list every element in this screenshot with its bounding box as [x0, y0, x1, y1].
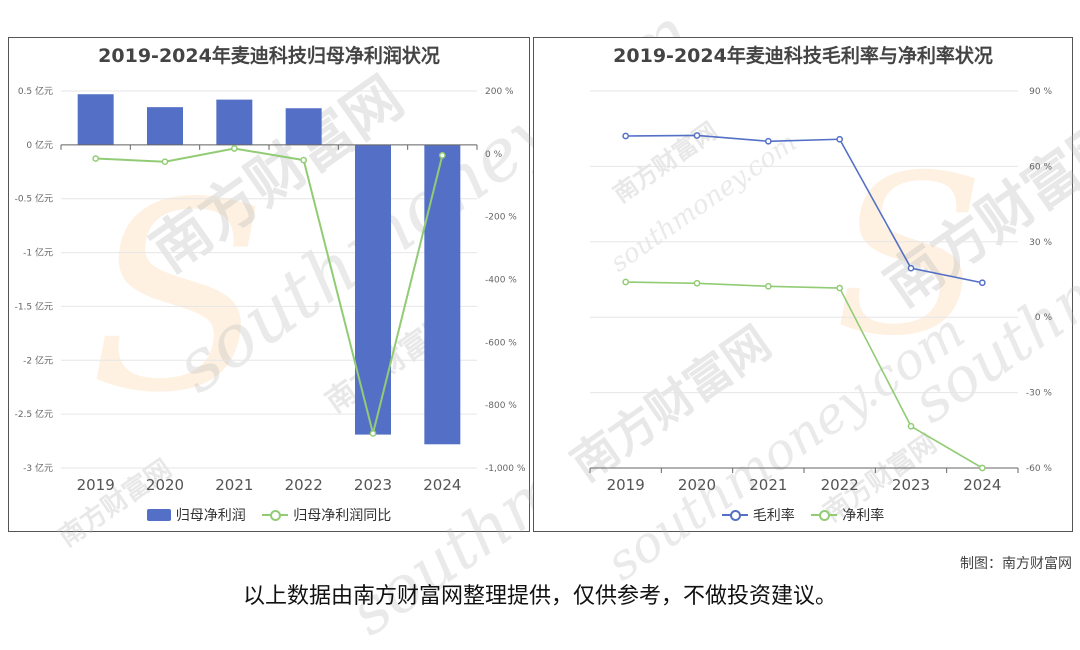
- y-tick-label: -1.5 亿元: [15, 300, 53, 312]
- y2-tick-label: -800 %: [485, 401, 517, 411]
- y-tick-label: -1 亿元: [23, 247, 53, 259]
- margin-chart-panel: 南方财富网 southmoney.com S 南方财富网 southmoney.…: [533, 37, 1080, 592]
- x-tick-label: 2019: [607, 476, 645, 494]
- yoy-point: [300, 156, 308, 164]
- bar: [147, 107, 183, 145]
- line-swatch-icon: [262, 509, 289, 521]
- y2-tick-label: -1,000 %: [485, 464, 526, 474]
- y-tick-label: 60 %: [1029, 162, 1052, 172]
- x-tick-label: 2024: [423, 476, 461, 494]
- chart-title: 2019-2024年麦迪科技归母净利润状况: [98, 45, 440, 67]
- x-tick-label: 2021: [749, 476, 787, 494]
- chart-title: 2019-2024年麦迪科技毛利率与净利率状况: [613, 45, 993, 67]
- yoy-point: [161, 158, 169, 166]
- x-tick-label: 2022: [285, 476, 323, 494]
- y-tick-label: 0 %: [1035, 313, 1053, 323]
- bar: [216, 99, 253, 145]
- gross-margin-line: [625, 134, 983, 284]
- x-tick-label: 2019: [77, 476, 115, 494]
- legend-item-gross-margin[interactable]: 毛利率: [721, 505, 795, 525]
- y-tick-label: 90 %: [1029, 87, 1052, 97]
- gross-margin-point: [978, 279, 986, 287]
- net-margin-point: [907, 422, 915, 430]
- legend-label: 归母净利润: [175, 508, 246, 524]
- net-margin-point: [693, 279, 701, 287]
- net-profit-chart: 0.5 亿元 0 亿元 -0.5 亿元 -1 亿元 -1.5 亿元 -2 亿元 -2.5 亿…: [15, 85, 526, 494]
- x-tick-label: 2023: [892, 476, 930, 494]
- gross-margin-point: [907, 264, 915, 272]
- legend: 归母净利润 归母净利润同比: [9, 505, 529, 525]
- legend-label: 归母净利润同比: [293, 508, 392, 524]
- gross-margin-point: [693, 132, 701, 139]
- net-margin-point: [622, 278, 630, 286]
- y2-tick-label: -200 %: [485, 213, 517, 223]
- x-tick-label: 2021: [215, 476, 253, 494]
- gross-margin-point: [764, 137, 772, 145]
- x-tick-label: 2020: [678, 476, 716, 494]
- chart-credit: 制图：南方财富网: [960, 556, 1072, 572]
- y2-tick-label: -600 %: [485, 338, 517, 348]
- yoy-point: [230, 145, 238, 152]
- y2-tick-label: 0 %: [485, 150, 503, 160]
- gross-margin-point: [836, 135, 844, 143]
- y-tick-label: 30 %: [1029, 238, 1052, 248]
- disclaimer: 以上数据由南方财富网整理提供，仅供参考，不做投资建议。: [242, 584, 837, 609]
- bar: [355, 144, 391, 435]
- legend-item-net-profit-yoy[interactable]: 归母净利润同比: [262, 505, 391, 525]
- net-margin-line: [625, 281, 983, 469]
- net-margin-point: [978, 464, 986, 472]
- y2-tick-label: 200 %: [485, 87, 514, 97]
- legend-label: 净利率: [842, 508, 885, 524]
- x-tick-label: 2020: [146, 476, 184, 494]
- x-tick-label: 2022: [821, 476, 859, 494]
- x-tick-label: 2023: [354, 476, 392, 494]
- yoy-line: [95, 147, 444, 434]
- yoy-point: [369, 430, 377, 437]
- y-tick-label: -60 %: [1026, 464, 1053, 474]
- y2-tick-label: -400 %: [485, 276, 517, 286]
- gross-margin-point: [622, 132, 630, 140]
- legend-item-net-profit[interactable]: 归母净利润: [146, 505, 246, 525]
- net-profit-chart-panel: S southmoney.com 南方财富网 南方财富网 南方财富网 south…: [8, 0, 822, 650]
- yoy-point: [438, 152, 446, 159]
- bar: [285, 108, 322, 145]
- net-margin-point: [836, 284, 844, 292]
- line-swatch-icon: [811, 509, 838, 521]
- y-tick-label: -30 %: [1026, 389, 1053, 399]
- bar: [77, 94, 114, 145]
- x-tick-label: 2024: [963, 476, 1001, 494]
- y-tick-label: -2.5 亿元: [15, 408, 53, 420]
- y-tick-label: 0 亿元: [26, 139, 53, 151]
- y-tick-label: -3 亿元: [23, 462, 53, 474]
- y-tick-label: 0.5 亿元: [18, 85, 53, 97]
- bar: [424, 144, 461, 445]
- y-tick-label: -2 亿元: [23, 354, 53, 366]
- legend-item-net-margin[interactable]: 净利率: [811, 505, 884, 525]
- bar-swatch-icon: [146, 509, 171, 521]
- margin-chart: 90 % 60 % 30 % 0 % -30 % -60 % 2019 2020 2021 202…: [589, 87, 1053, 494]
- yoy-point: [92, 155, 100, 162]
- legend: 毛利率 净利率: [534, 505, 1072, 525]
- net-margin-point: [764, 282, 772, 290]
- line-swatch-icon: [721, 509, 748, 521]
- y-tick-label: -0.5 亿元: [15, 193, 53, 205]
- legend-label: 毛利率: [752, 508, 795, 524]
